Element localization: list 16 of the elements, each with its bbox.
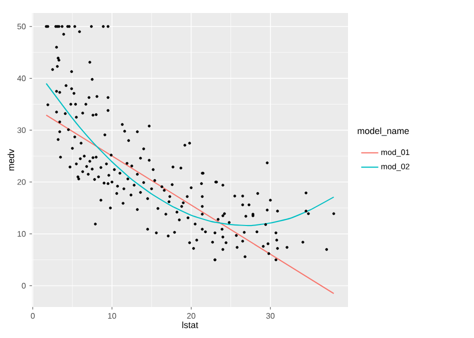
- legend-title: model_name: [358, 127, 409, 136]
- y-tick-label: 10: [18, 231, 26, 237]
- y-axis-title: medv: [8, 149, 14, 170]
- legend-label: mod_02: [381, 163, 410, 171]
- y-tick-label: 30: [17, 127, 26, 134]
- y-tick-label: 20: [17, 179, 26, 185]
- x-tick-label: 30: [266, 313, 275, 319]
- y-tick-label: 0: [22, 282, 26, 289]
- x-tick-label: 10: [108, 313, 116, 319]
- line-series: [46, 82, 334, 226]
- x-axis-title: lstat: [182, 322, 198, 328]
- legend-label: mod_01: [381, 149, 410, 157]
- x-tick-label: 0: [30, 313, 35, 319]
- y-tick-label: 50: [17, 24, 26, 30]
- y-tick-label: 40: [17, 76, 26, 82]
- x-tick-label: 20: [187, 313, 196, 319]
